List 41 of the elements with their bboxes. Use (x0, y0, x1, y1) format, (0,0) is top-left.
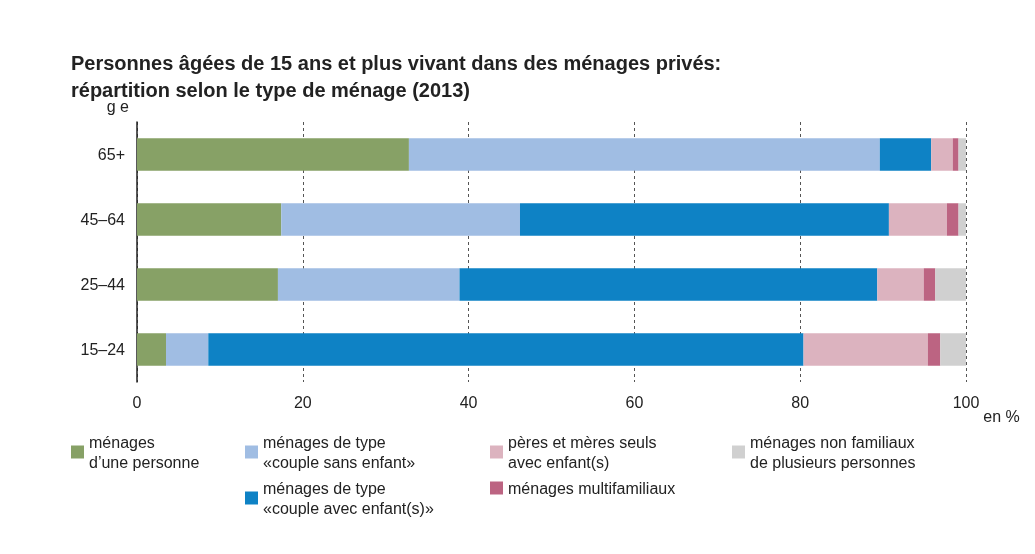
bar (208, 333, 804, 366)
x-tick-label: 100 (952, 393, 980, 411)
bar (137, 333, 167, 366)
bar (923, 268, 936, 301)
bar (940, 333, 966, 366)
bar (877, 268, 924, 301)
bar (958, 203, 966, 236)
bar (952, 138, 959, 171)
bar (946, 203, 959, 236)
y-tick-label: 15–24 (80, 341, 126, 358)
bar (879, 138, 932, 171)
y-tick-label: 45–64 (80, 211, 126, 228)
bar (408, 138, 880, 171)
bar (137, 268, 278, 301)
y-tick-label: 25–44 (80, 276, 126, 293)
legend-label: ménages d’une personne (89, 433, 200, 471)
x-tick-label: 0 (132, 393, 142, 411)
y-tick-label: 65+ (97, 146, 125, 163)
x-tick-label: 40 (459, 393, 478, 411)
legend-label: ménages multifamiliaux (508, 479, 676, 497)
x-tick-label: 60 (625, 393, 644, 411)
x-axis-title: en % (983, 407, 1020, 425)
bar (166, 333, 209, 366)
legend-label: ménages non familiaux de plusieurs personnes (750, 433, 916, 471)
bar (281, 203, 520, 236)
x-tick-label: 80 (791, 393, 810, 411)
bar (137, 203, 282, 236)
bar (935, 268, 966, 301)
bar (137, 138, 409, 171)
legend-label: pères et mères seuls avec enfant(s) (508, 433, 657, 471)
legend-label: ménages de type «couple avec enfant(s)» (263, 479, 434, 517)
bar (888, 203, 947, 236)
bar (958, 138, 966, 171)
bar (459, 268, 878, 301)
bar (931, 138, 953, 171)
bar (803, 333, 928, 366)
legend-label: ménages de type «couple sans enfant» (263, 433, 416, 471)
bar (277, 268, 460, 301)
bar (927, 333, 941, 366)
x-tick-label: 20 (293, 393, 312, 411)
bar (520, 203, 889, 236)
